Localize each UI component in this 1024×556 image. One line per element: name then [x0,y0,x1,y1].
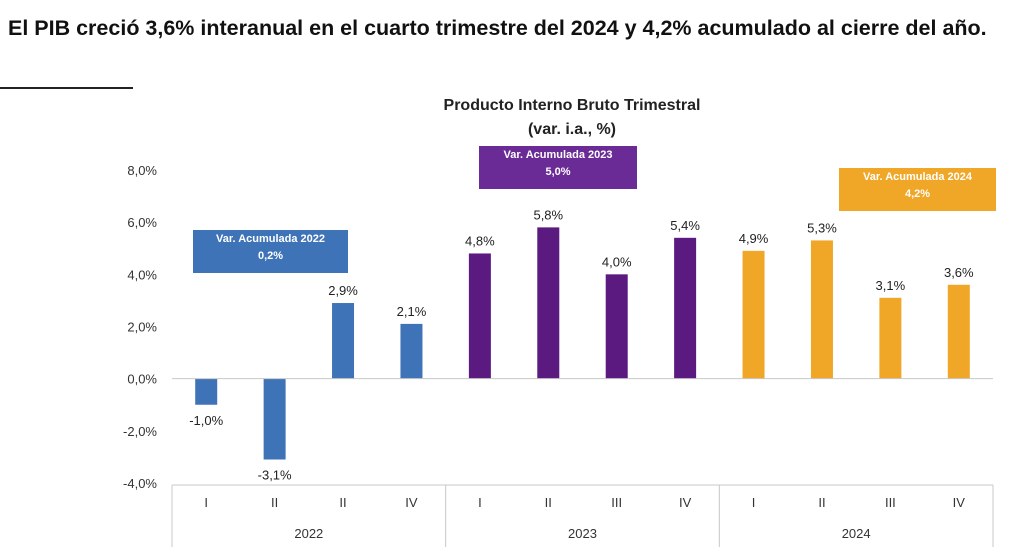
year-group-label: 2022 [294,526,323,541]
bar-2024-3 [879,297,902,379]
bar-2023-2 [537,227,560,379]
y-tick-label: -4,0% [123,476,157,491]
accumulated-2024-box: Var. Acumulada 2024 4,2% [839,168,996,211]
data-label: 5,8% [533,207,563,222]
bar-2024-2 [810,240,833,379]
bar-2024-4 [947,284,970,379]
x-tick-label: II [339,495,346,510]
bar-2023-1 [468,253,491,379]
bar-2023-4 [674,237,697,379]
x-tick-label: III [885,495,896,510]
accumulated-2024-value: 4,2% [904,188,931,200]
x-tick-label: IV [405,495,418,510]
year-group-label: 2023 [568,526,597,541]
bar-2024-1 [742,250,765,379]
data-label: -3,1% [258,468,292,483]
x-tick-label: I [752,495,756,510]
chart-subtitle: (var. i.a., %) [527,121,617,138]
accumulated-2023-label: Var. Acumulada 2023 [503,149,613,161]
accumulated-2024-label: Var. Acumulada 2024 [862,171,973,183]
bar-2023-3 [605,274,628,379]
y-tick-label: -2,0% [123,424,157,439]
data-label: 3,6% [944,265,974,280]
x-tick-label: II [271,495,278,510]
bar-2022-3 [332,303,355,379]
chart-title-block: Producto Interno Bruto Trimestral (var. … [372,94,772,142]
data-label: 2,1% [397,304,427,319]
data-label: -1,0% [189,413,223,428]
data-label: 4,9% [739,231,769,246]
headline-underline [0,87,133,89]
accumulated-2023-box: Var. Acumulada 2023 5,0% [479,146,637,189]
data-label: 4,8% [465,233,495,248]
year-group-label: 2024 [842,526,871,541]
accumulated-2022-box: Var. Acumulada 2022 0,2% [193,230,348,273]
bar-2022-2 [263,378,286,460]
y-tick-label: 0,0% [127,372,157,387]
accumulated-2023-value: 5,0% [545,166,571,178]
y-tick-label: 6,0% [127,215,157,230]
accumulated-2022-label: Var. Acumulada 2022 [215,233,326,245]
accumulated-2022-value: 0,2% [257,250,284,262]
data-label: 3,1% [876,278,906,293]
x-tick-label: II [818,495,825,510]
data-label: 5,4% [670,218,700,233]
bar-2022-1 [195,378,218,405]
x-tick-label: I [204,495,208,510]
x-tick-label: IV [953,495,966,510]
data-label: 2,9% [328,283,358,298]
y-tick-label: 8,0% [127,163,157,178]
y-tick-label: 2,0% [127,320,157,335]
x-tick-label: II [545,495,552,510]
headline: El PIB creció 3,6% interanual en el cuar… [8,16,987,40]
chart-title: Producto Interno Bruto Trimestral [443,97,701,114]
data-label: 5,3% [807,220,837,235]
x-tick-label: I [478,495,482,510]
y-tick-label: 4,0% [127,267,157,282]
bar-2022-4 [400,323,423,379]
x-tick-label: III [611,495,622,510]
data-label: 4,0% [602,254,632,269]
x-tick-label: IV [679,495,692,510]
